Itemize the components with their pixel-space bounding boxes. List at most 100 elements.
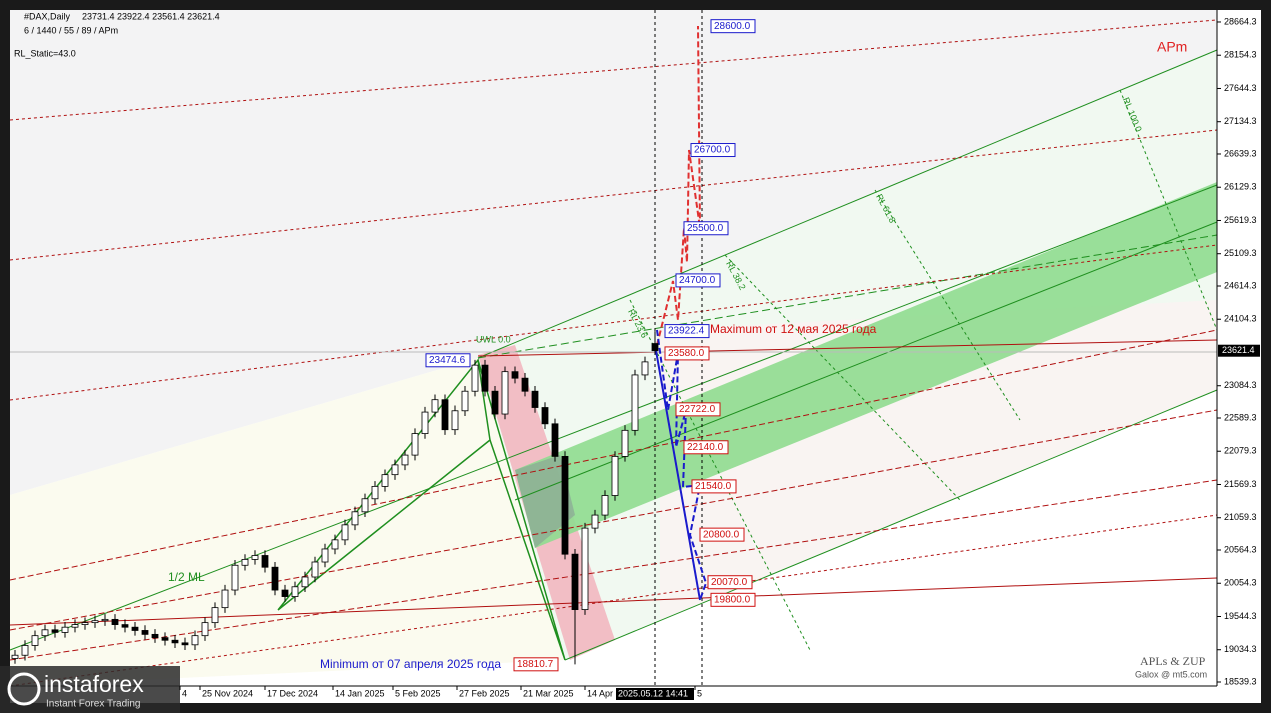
candle-body [201, 622, 209, 637]
backgrounds [10, 10, 1217, 686]
overlap [515, 455, 575, 548]
candle-body [641, 361, 649, 376]
y-tick-label: 19544.3 [1224, 611, 1257, 621]
channel-line [477, 49, 1218, 359]
candle-body [361, 498, 369, 513]
y-tick-label: 26129.3 [1224, 182, 1257, 192]
y-tick-label: 21569.3 [1224, 479, 1257, 489]
level-box [664, 346, 710, 361]
x-tick-label: 14 Apr [587, 688, 613, 698]
fan-line [9, 129, 1218, 261]
candle-body [541, 407, 549, 425]
fan-line [9, 409, 1218, 631]
candle-body [161, 637, 169, 641]
candle-body [181, 642, 189, 646]
y-tick-label: 27644.3 [1224, 83, 1257, 93]
candle-body [241, 559, 249, 566]
candle-body [511, 371, 519, 379]
level-label: 24700.0 [679, 275, 716, 286]
pitchfork [477, 359, 566, 661]
candle-body [491, 390, 499, 415]
level-line [477, 339, 1218, 357]
watermark: Instant Forex Trading [46, 699, 141, 710]
annotation: Maximum от 12 мая 2025 года [710, 322, 877, 336]
level-label: 23580.0 [668, 348, 705, 359]
annotation: Minimum от 07 апреля 2025 года [320, 657, 501, 671]
current-price-label: 23621.4 [1222, 345, 1255, 355]
candle-body [311, 561, 319, 578]
y-tick-label: 19034.3 [1224, 644, 1257, 654]
y-tick-label: 25109.3 [1224, 248, 1257, 258]
rl-line [724, 254, 961, 501]
logo [7, 672, 41, 706]
forecast-up [656, 25, 701, 346]
candle-body [521, 377, 529, 392]
candle-body [481, 364, 489, 392]
level-label: 23922.4 [668, 326, 705, 337]
candle-body [141, 630, 149, 635]
candle-body [381, 474, 389, 487]
level-label: 18810.7 [517, 659, 554, 670]
level-box [683, 221, 729, 236]
level-label: 22722.0 [679, 404, 716, 415]
pitchfork [277, 358, 491, 611]
candle-body [631, 374, 639, 431]
candle-body [441, 399, 449, 431]
level-box [664, 324, 710, 339]
y-tick-label: 20564.3 [1224, 544, 1257, 554]
candle-body [651, 343, 659, 352]
candle-body [331, 539, 339, 550]
candle-body [21, 645, 29, 656]
candle-body [81, 622, 89, 625]
candle-body [11, 654, 19, 659]
candle-body [71, 624, 79, 628]
y-tick-label: 23084.3 [1224, 380, 1257, 390]
y-tick-label: 21059.3 [1224, 512, 1257, 522]
candle-body [571, 553, 579, 610]
x-tick-label: 5 [697, 688, 702, 698]
level-label: 19800.0 [714, 594, 751, 605]
annotation: 1/2 ML [168, 570, 205, 584]
median-line [514, 221, 1218, 501]
candle-body [101, 618, 109, 622]
cursor-time: 2025.05.12 14:41 [618, 688, 688, 698]
candle-body [41, 629, 49, 637]
fan-line [9, 244, 1218, 401]
rl-line [1119, 89, 1218, 331]
subtitle: 6 / 1440 / 55 / 89 / APm [24, 25, 118, 35]
candle-body [581, 527, 589, 610]
x-tick-label: 25 Nov 2024 [202, 688, 253, 698]
candle-body [231, 564, 239, 591]
candle-body [421, 411, 429, 434]
x-tick-label: 21 Mar 2025 [523, 688, 574, 698]
median-line [477, 234, 1218, 359]
fan-line [9, 479, 1218, 661]
level-box [425, 353, 471, 368]
y-tick-label: 26639.3 [1224, 148, 1257, 158]
candle-body [281, 589, 289, 597]
current-price-box [1218, 344, 1260, 357]
level-label: 20800.0 [703, 529, 740, 540]
candle-body [351, 511, 359, 526]
level-box [675, 402, 721, 417]
forecast-down [654, 344, 701, 601]
x-tick-label: 17 Dec 2024 [267, 688, 318, 698]
candle-body [171, 639, 179, 644]
candle-body [91, 620, 99, 624]
candle-body [131, 626, 139, 631]
fan-line [9, 329, 1218, 581]
chart-title: #DAX,Daily [24, 11, 71, 21]
cursor-time-box [616, 688, 694, 700]
fan-line [9, 514, 1218, 687]
level-label: 21540.0 [695, 481, 732, 492]
level-label: 23474.6 [429, 355, 466, 366]
candle-body [61, 626, 69, 633]
candle-body [121, 624, 129, 628]
y-tick-label: 27134.3 [1224, 116, 1257, 126]
zone [10, 10, 1217, 495]
x-tick-label: 4 [182, 688, 187, 698]
watermark: instaforex [44, 671, 144, 697]
candle-body [401, 454, 409, 466]
candle-body [471, 364, 479, 392]
